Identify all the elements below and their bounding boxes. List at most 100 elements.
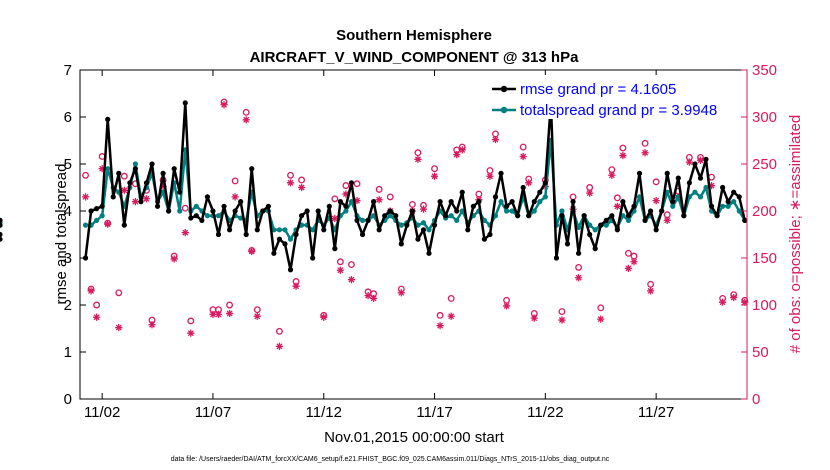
data-point-rmse <box>398 241 404 247</box>
data-point-rmse <box>143 180 150 186</box>
obs-possible-marker <box>431 165 439 173</box>
obs-assimilated-marker <box>663 216 671 224</box>
data-point-rmse <box>409 208 415 214</box>
data-point-rmse <box>166 208 172 214</box>
obs-assimilated-marker <box>486 172 494 180</box>
obs-assimilated-marker <box>320 313 328 321</box>
obs-possible-marker <box>93 301 101 309</box>
obs-assimilated-marker <box>242 116 250 124</box>
legend: rmse grand pr = 4.1605 totalspread grand… <box>488 75 728 119</box>
data-point-rmse <box>243 231 249 238</box>
data-point-rmse <box>376 227 382 233</box>
axes: 0 1 2 3 4 5 6 7 0 50 100 150 200 250 300 350 11/02 11/07 1… <box>64 62 777 421</box>
data-point-totalspread <box>448 213 454 219</box>
data-point-rmse <box>487 231 493 238</box>
obs-assimilated-marker <box>586 189 594 197</box>
obs-assimilated-marker <box>491 135 500 144</box>
data-point-rmse <box>271 250 277 256</box>
data-point-rmse <box>592 246 598 252</box>
data-point-rmse <box>359 231 366 238</box>
obs-possible-marker <box>298 176 306 184</box>
data-point-rmse <box>0 236 3 242</box>
y-tick-label-right: 50 <box>752 344 769 361</box>
obs-assimilated-marker <box>187 329 195 337</box>
data-point-rmse <box>371 199 377 205</box>
obs-possible-marker <box>652 178 660 186</box>
data-point-totalspread <box>559 208 565 214</box>
data-point-rmse <box>620 199 626 205</box>
plot-area <box>79 69 748 400</box>
data-point-rmse <box>238 199 244 205</box>
data-point-rmse <box>725 199 731 205</box>
data-point-rmse <box>254 227 260 233</box>
data-point-totalspread <box>625 217 632 223</box>
obs-assimilated-marker <box>685 158 693 166</box>
data-point-rmse <box>298 213 305 219</box>
data-point-rmse <box>675 175 681 181</box>
data-point-rmse <box>110 194 116 200</box>
data-point-rmse <box>354 217 360 223</box>
data-point-totalspread <box>238 215 244 221</box>
chart-subtitle: AIRCRAFT_V_WIND_COMPONENT @ 313 hPa <box>250 49 580 66</box>
data-point-rmse <box>537 189 543 195</box>
data-point-rmse <box>182 100 188 106</box>
data-point-rmse <box>653 227 659 233</box>
data-point-rmse <box>636 170 643 176</box>
data-point-rmse <box>459 189 465 195</box>
data-point-rmse <box>736 194 742 200</box>
obs-assimilated-marker <box>608 171 616 179</box>
obs-assimilated-marker <box>414 155 422 163</box>
obs-assimilated-marker <box>741 298 749 306</box>
obs-assimilated-marker <box>419 205 428 213</box>
obs-assimilated-marker <box>364 292 372 300</box>
data-point-rmse <box>332 246 338 252</box>
obs-assimilated-marker <box>696 156 705 164</box>
obs-possible-marker <box>231 177 239 185</box>
y-tick-label-left: 2 <box>64 297 72 314</box>
data-point-rmse <box>204 194 211 200</box>
data-point-totalspread <box>509 208 515 214</box>
data-point-rmse <box>138 199 144 205</box>
obs-assimilated-marker <box>502 302 511 310</box>
data-point-rmse <box>443 213 449 219</box>
data-point-totalspread <box>697 194 704 200</box>
y-tick-label-left: 6 <box>64 109 72 126</box>
obs-possible-marker <box>414 149 422 157</box>
data-point-totalspread <box>82 222 89 228</box>
y-axis-label-left: rmse and totalspread <box>53 164 70 305</box>
obs-assimilated-marker <box>641 149 649 157</box>
y-tick-label-right: 200 <box>752 203 777 220</box>
data-point-totalspread <box>531 208 537 214</box>
obs-possible-marker <box>181 204 189 212</box>
y-axis-label-right: # of obs: o=possible; ∗=assimilated <box>787 115 804 354</box>
data-point-rmse <box>127 180 133 186</box>
data-point-rmse <box>287 267 294 273</box>
obs-assimilated-marker <box>170 255 178 263</box>
obs-assimilated-marker <box>719 298 727 306</box>
obs-assimilated-marker <box>292 282 300 290</box>
data-point-rmse <box>481 236 488 242</box>
data-point-rmse <box>304 208 310 214</box>
data-point-rmse <box>215 231 222 238</box>
data-point-rmse <box>614 227 620 233</box>
data-point-totalspread <box>731 199 737 205</box>
obs-assimilated-marker <box>370 294 378 303</box>
data-point-rmse <box>282 241 288 247</box>
x-tick-label: 11/27 <box>638 404 674 421</box>
data-point-rmse <box>105 116 111 122</box>
obs-possible-marker <box>287 171 294 179</box>
data-point-totalspread <box>454 217 460 223</box>
data-point-rmse <box>88 208 94 214</box>
obs-assimilated-marker <box>275 342 284 350</box>
obs-assimilated-marker <box>87 287 95 295</box>
data-point-totalspread <box>537 199 543 205</box>
data-point-rmse <box>526 213 532 219</box>
data-point-rmse <box>498 170 504 176</box>
legend-entry-rmse: rmse grand pr = 4.1605 <box>520 81 676 98</box>
obs-assimilated-marker <box>619 151 627 160</box>
obs-possible-marker <box>597 304 605 312</box>
obs-possible-marker <box>253 306 261 314</box>
obs-assimilated-marker <box>525 179 533 187</box>
data-point-rmse <box>0 217 3 223</box>
obs-assimilated-marker <box>630 258 638 266</box>
